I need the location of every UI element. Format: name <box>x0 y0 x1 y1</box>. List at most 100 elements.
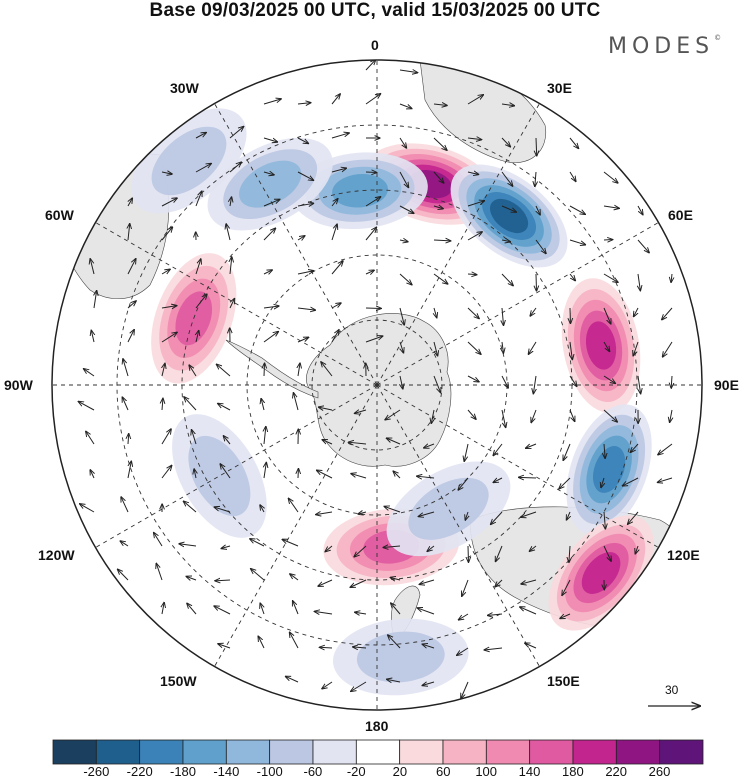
wind-arrow <box>400 341 404 353</box>
wind-arrow <box>191 430 197 445</box>
anomaly-contour <box>151 126 227 196</box>
wind-arrow <box>487 614 503 615</box>
wind-arrow <box>161 172 172 174</box>
longitude-label-30w: 30W <box>170 80 199 96</box>
wind-arrow <box>365 336 383 343</box>
wind-arrow <box>120 541 129 547</box>
wind-arrow <box>122 397 129 411</box>
wind-arrow <box>501 409 506 428</box>
anomaly-field <box>131 108 654 696</box>
anomaly-negative-center-northeast <box>450 164 568 268</box>
wind-arrow <box>187 603 197 615</box>
wind-arrow <box>467 409 476 419</box>
wind-arrow <box>536 205 540 215</box>
longitude-label-90w: 90W <box>4 377 33 393</box>
wind-arrow <box>633 341 639 356</box>
anomaly-negative-far-west <box>131 108 247 214</box>
wind-arrow <box>433 375 441 393</box>
wind-arrow <box>331 261 343 275</box>
wind-arrow <box>298 363 300 377</box>
wind-arrow <box>263 99 281 105</box>
colorbar-swatch <box>355 739 401 765</box>
wind-arrow <box>184 397 197 411</box>
wind-arrow <box>365 94 381 105</box>
anomaly-contour <box>592 446 626 493</box>
wind-arrow <box>399 171 409 188</box>
wind-arrow <box>467 232 482 241</box>
wind-arrow <box>467 274 477 275</box>
wind-arrow <box>263 137 278 142</box>
wind-arrow <box>282 539 299 547</box>
wind-arrow <box>603 409 617 422</box>
wind-arrow <box>297 271 314 274</box>
map-title: Base 09/03/2025 00 UTC, valid 15/03/2025… <box>149 0 601 21</box>
wind-arrow <box>569 205 585 214</box>
meridian-line <box>214 384 378 667</box>
wind-arrow <box>297 203 314 206</box>
wind-arrow <box>319 647 333 648</box>
colorbar-swatch <box>95 739 141 765</box>
wind-arrow <box>433 104 447 105</box>
wind-arrow <box>385 409 401 420</box>
wind-arrow <box>355 612 367 614</box>
wind-arrow <box>223 436 231 445</box>
meridian-line <box>376 384 659 548</box>
wind-arrow <box>399 205 414 213</box>
wind-arrow <box>317 470 333 479</box>
wind-arrow <box>391 603 401 615</box>
wind-arrow <box>601 477 604 488</box>
wind-arrow <box>90 470 94 479</box>
wind-arrow <box>161 429 171 445</box>
wind-arrow <box>461 681 469 698</box>
wind-arrow <box>635 545 638 554</box>
wind-arrow <box>467 201 485 207</box>
wind-arrow <box>501 137 510 147</box>
wind-arrow <box>457 647 469 655</box>
wind-arrow <box>386 438 401 445</box>
wind-arrow <box>520 607 537 615</box>
longitude-label-90e: 90E <box>714 377 739 393</box>
wind-arrow <box>264 363 265 377</box>
wind-arrow <box>662 341 673 357</box>
wind-arrow <box>658 443 673 455</box>
wind-arrow <box>671 375 672 388</box>
wind-arrow <box>229 298 235 309</box>
wind-arrow <box>458 613 469 620</box>
colorbar <box>52 739 704 765</box>
wind-arrow <box>399 273 412 285</box>
wind-arrow <box>297 137 309 144</box>
wind-arrow <box>528 341 537 354</box>
wind-arrow <box>260 505 264 513</box>
wind-arrow <box>526 443 537 448</box>
wind-arrow <box>221 546 231 549</box>
wind-arrow <box>495 545 503 562</box>
meridian-line <box>376 103 540 386</box>
wind-arrow <box>322 440 333 445</box>
wind-arrow <box>162 602 164 615</box>
wind-arrow <box>263 270 272 274</box>
wind-arrow <box>603 206 619 208</box>
anomaly-contour <box>332 173 388 208</box>
wind-arrow <box>261 398 264 411</box>
wind-arrow <box>671 273 672 282</box>
wind-arrow <box>365 172 377 173</box>
wind-arrow <box>662 307 673 320</box>
colorbar-swatch <box>485 739 531 765</box>
colorbar-tick-label: 260 <box>648 764 671 779</box>
wind-arrow <box>350 579 367 587</box>
longitude-label-30e: 30E <box>547 80 572 96</box>
wind-arrow <box>351 681 367 691</box>
longitude-label-0: 0 <box>371 37 379 53</box>
meridian-line <box>214 103 378 386</box>
wind-arrow <box>501 240 510 242</box>
wind-arrow <box>264 426 266 445</box>
anomaly-contour <box>585 321 617 370</box>
wind-arrow <box>388 635 401 649</box>
wind-arrow <box>353 647 367 648</box>
wind-arrow <box>417 476 435 478</box>
anomaly-positive-east <box>561 278 641 413</box>
wind-arrow <box>427 545 435 551</box>
longitude-label-180: 180 <box>365 718 389 734</box>
wind-arrow <box>84 369 95 377</box>
wind-arrow <box>161 198 177 207</box>
